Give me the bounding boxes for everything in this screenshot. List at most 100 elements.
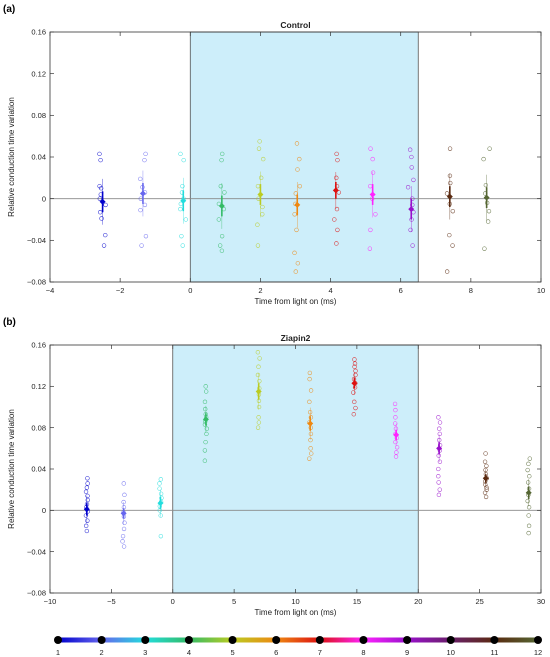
data-point	[482, 459, 488, 464]
series-10	[444, 146, 455, 274]
data-point	[352, 399, 357, 405]
data-point	[122, 492, 127, 498]
series-2	[120, 481, 127, 549]
series-1	[97, 151, 108, 248]
data-point	[526, 461, 531, 467]
x-tick-label: 6	[399, 286, 403, 295]
data-point	[256, 364, 261, 369]
data-point	[183, 217, 188, 222]
data-point	[181, 157, 186, 163]
mean-marker	[139, 190, 146, 197]
colorbar-node	[315, 636, 324, 644]
colorbar-label: 6	[274, 648, 278, 657]
colorbar-segment	[319, 637, 364, 643]
data-point	[410, 243, 415, 248]
data-point	[307, 456, 312, 461]
data-point	[393, 407, 398, 413]
y-tick-label: 0	[42, 506, 46, 515]
data-point	[219, 157, 224, 163]
data-point	[307, 370, 313, 376]
data-point	[308, 446, 313, 451]
colorbar-label: 8	[361, 648, 365, 657]
chart-title: Ziapin2	[281, 333, 311, 343]
data-point	[368, 146, 373, 151]
light-on-region	[172, 344, 419, 594]
data-point	[332, 217, 337, 222]
data-point	[484, 463, 489, 469]
x-axis-label: Time from light on (ms)	[255, 608, 337, 617]
data-point	[98, 186, 104, 191]
series-3	[157, 477, 164, 539]
data-point	[85, 497, 90, 503]
colorbar-segment	[188, 637, 233, 643]
data-point	[407, 147, 413, 152]
series-4	[202, 384, 210, 463]
data-point	[444, 269, 450, 274]
mean-marker	[482, 475, 489, 482]
x-tick-label: −2	[116, 286, 125, 295]
mean-marker	[218, 202, 225, 209]
data-point	[85, 476, 90, 481]
data-point	[97, 151, 102, 157]
y-tick-label: −0.04	[27, 236, 46, 245]
data-point	[158, 491, 164, 496]
data-point	[393, 439, 398, 445]
y-tick-label: 0.08	[31, 423, 46, 432]
data-point	[120, 539, 125, 544]
colorbar-segment	[276, 637, 320, 643]
data-point	[293, 191, 298, 196]
y-tick-label: 0.16	[31, 341, 46, 350]
series-1	[83, 476, 91, 534]
data-point	[256, 146, 262, 151]
series-9	[405, 147, 416, 248]
data-point	[294, 141, 300, 146]
data-point	[83, 523, 89, 529]
data-point	[122, 520, 127, 525]
y-axis-label: Relative conduction time variation	[7, 97, 16, 217]
data-point	[436, 492, 442, 498]
data-point	[98, 157, 103, 163]
data-point	[97, 196, 102, 201]
data-point	[295, 167, 300, 172]
data-point	[143, 151, 148, 157]
data-point	[261, 156, 266, 162]
data-point	[436, 474, 441, 479]
data-point	[447, 232, 452, 238]
x-tick-label: 10	[291, 597, 299, 606]
mean-marker	[294, 201, 301, 208]
data-point	[101, 243, 107, 248]
series-5	[255, 139, 266, 248]
data-point	[393, 421, 398, 426]
x-tick-label: 15	[353, 597, 361, 606]
data-point	[256, 404, 262, 410]
y-tick-label: −0.08	[27, 278, 46, 287]
colorbar-label: 1	[56, 648, 60, 657]
x-tick-label: 10	[537, 286, 545, 295]
data-point	[527, 474, 532, 479]
data-point	[180, 183, 185, 189]
data-point	[450, 208, 455, 214]
data-point	[370, 156, 375, 162]
x-tick-label: 30	[537, 597, 545, 606]
colorbar-node	[54, 636, 62, 644]
chart-ziapin2: −10 −5 0 5 10 15 20 25 30 −0.08 −0.04 0 0.04 0.08 0.12…	[7, 333, 545, 617]
data-point	[204, 426, 210, 431]
series-7	[332, 151, 342, 246]
data-point	[437, 426, 442, 431]
data-point	[448, 180, 453, 186]
colorbar-segment	[145, 637, 189, 643]
colorbar-node	[534, 636, 542, 644]
mean-marker	[525, 489, 532, 496]
data-point	[487, 146, 492, 151]
colorbar-segment	[232, 637, 277, 643]
mean-marker	[393, 431, 400, 438]
x-tick-label: 25	[475, 597, 483, 606]
colorbar-node	[97, 636, 106, 644]
colorbar-node	[184, 636, 193, 644]
data-point	[483, 451, 488, 456]
mean-marker	[369, 191, 376, 198]
data-point	[255, 243, 261, 248]
data-point	[203, 439, 208, 445]
data-point	[138, 207, 143, 213]
